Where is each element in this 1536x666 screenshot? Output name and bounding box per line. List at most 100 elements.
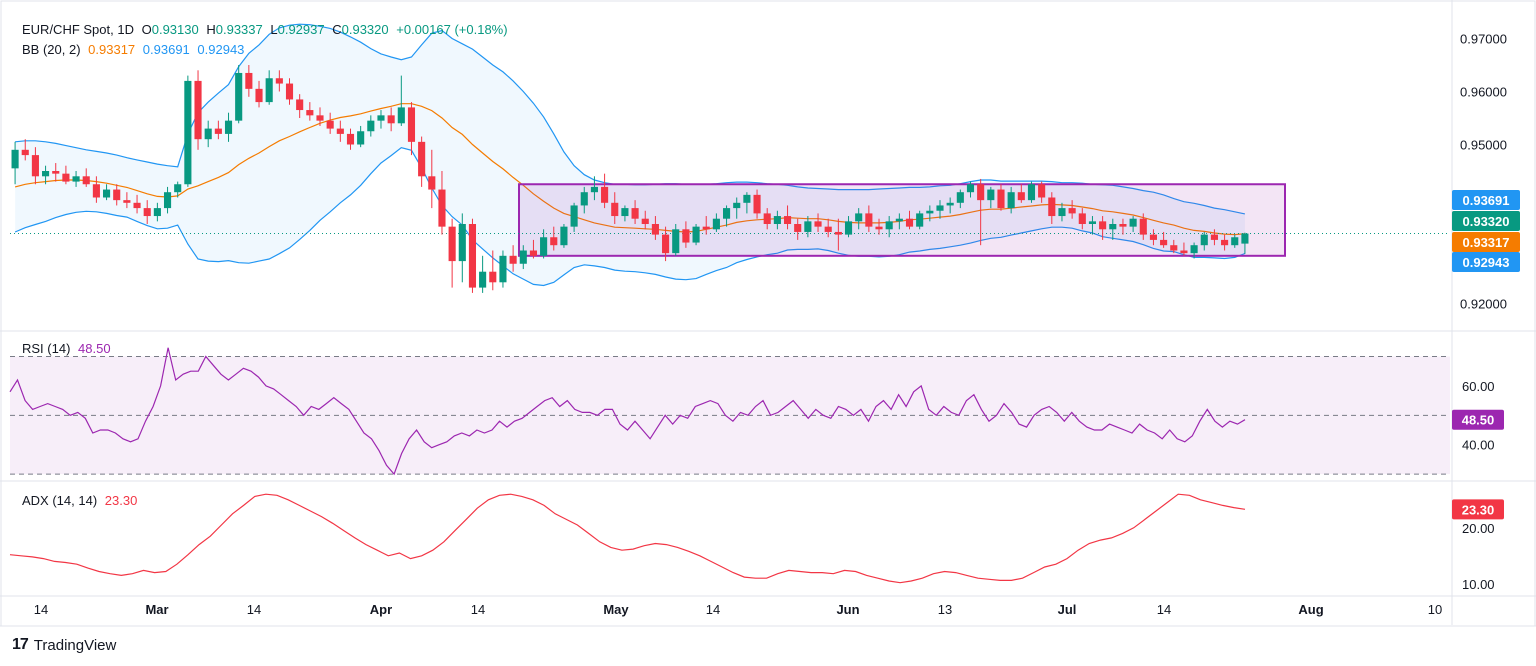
candle-body <box>540 237 548 256</box>
bb-legend: BB (20, 2) 0.93317 0.93691 0.92943 <box>22 42 248 57</box>
candle-body <box>509 255 517 264</box>
time-tick-label: May <box>603 602 629 617</box>
brand-name: TradingView <box>33 636 117 654</box>
adx-label: ADX (14, 14) <box>22 493 98 508</box>
candle-body <box>1078 213 1086 224</box>
candle-body <box>1241 233 1249 244</box>
candle-body <box>418 141 426 177</box>
price-tag <box>1452 232 1520 252</box>
candle-body <box>641 218 649 224</box>
candle-body <box>1129 218 1137 227</box>
chart-frame <box>0 0 1536 627</box>
change-value: +0.00167 (+0.18%) <box>396 22 508 37</box>
candle-body <box>255 88 263 103</box>
symbol-title: EUR/CHF Spot, 1D <box>22 22 134 37</box>
price-tag <box>1452 190 1520 210</box>
candle-body <box>733 202 741 209</box>
price-tick-label: 0.95000 <box>1460 138 1507 153</box>
rsi-tag <box>1452 409 1504 430</box>
candle-body <box>174 184 182 193</box>
candle-body <box>1027 184 1036 201</box>
candle-body <box>1210 234 1218 240</box>
price-tick-label: 0.97000 <box>1460 32 1507 47</box>
candle-body <box>590 186 598 193</box>
bb-basis-line <box>14 103 1245 236</box>
candle-body <box>103 189 111 198</box>
time-tick-label: Aug <box>1298 602 1323 617</box>
rsi-line <box>9 347 1246 476</box>
candle-body <box>844 221 853 235</box>
price-tag <box>1452 252 1520 272</box>
candle-body <box>926 210 934 214</box>
candle-body <box>479 271 487 288</box>
price-tag-label: 0.93691 <box>1463 193 1510 208</box>
candle-body <box>570 205 578 227</box>
candle-body <box>1231 237 1239 246</box>
time-tick-label: 14 <box>1157 602 1171 617</box>
candle-body <box>1109 224 1117 230</box>
candle-body <box>326 120 334 129</box>
candle-body <box>235 72 243 121</box>
candle-body <box>672 229 680 254</box>
rsi-label: RSI (14) <box>22 341 71 356</box>
open-value: 0.93130 <box>151 22 199 37</box>
candle-body <box>936 205 944 211</box>
candle-body <box>763 213 771 224</box>
candle-body <box>357 131 365 145</box>
candle-body <box>997 189 1005 209</box>
candle-body <box>1007 192 1015 209</box>
time-tick-label: Apr <box>370 602 392 617</box>
candle-body <box>1038 184 1046 198</box>
candle-body <box>916 213 924 227</box>
candle-body <box>1068 208 1076 214</box>
candle-body <box>773 216 781 224</box>
adx-value: 23.30 <box>104 493 138 508</box>
candle-body <box>184 80 192 185</box>
candle-body <box>895 218 903 222</box>
footer-branding[interactable]: 17 TradingView <box>12 636 116 654</box>
candle-body <box>987 189 995 201</box>
adx-tick-label: 20.00 <box>1462 521 1495 536</box>
candle-body <box>753 194 761 214</box>
time-tick-label: Mar <box>145 602 168 617</box>
candle-body <box>336 128 344 134</box>
candle-body <box>377 115 385 121</box>
candle-body <box>346 133 355 145</box>
candle-body <box>580 192 588 206</box>
candle-body <box>865 213 873 227</box>
rsi-tag-label: 48.50 <box>1462 413 1495 428</box>
candle-body <box>662 234 670 254</box>
candle-body <box>113 189 121 201</box>
time-tick-label: 10 <box>1428 602 1442 617</box>
candle-body <box>458 224 466 262</box>
candle-body <box>62 173 70 182</box>
candle-body <box>1221 239 1229 246</box>
candle-body <box>316 115 324 121</box>
candle-body <box>651 224 659 235</box>
candle-body <box>529 250 537 256</box>
candle-body <box>946 202 954 206</box>
candle-body <box>448 226 456 262</box>
time-tick-label: Jul <box>1058 602 1077 617</box>
candle-body <box>143 208 151 217</box>
price-tag-label: 0.92943 <box>1463 255 1510 270</box>
candle-body <box>1017 192 1025 201</box>
candle-body <box>855 213 863 222</box>
candle-body <box>367 120 375 132</box>
adx-tag-label: 23.30 <box>1462 502 1495 517</box>
time-tick-label: Jun <box>836 602 859 617</box>
candle-body <box>1160 239 1168 246</box>
candle-body <box>1149 234 1157 240</box>
candle-body <box>21 149 29 156</box>
candle-body <box>692 226 700 243</box>
candle-body <box>702 226 710 230</box>
candle-body <box>885 221 893 230</box>
candle-body <box>1119 224 1127 227</box>
candle-body <box>1180 250 1188 254</box>
candle-body <box>489 271 497 283</box>
bb-lower-line <box>14 147 1246 287</box>
candle-body <box>245 72 253 89</box>
close-label: C <box>332 22 342 37</box>
candle-body <box>834 231 842 235</box>
